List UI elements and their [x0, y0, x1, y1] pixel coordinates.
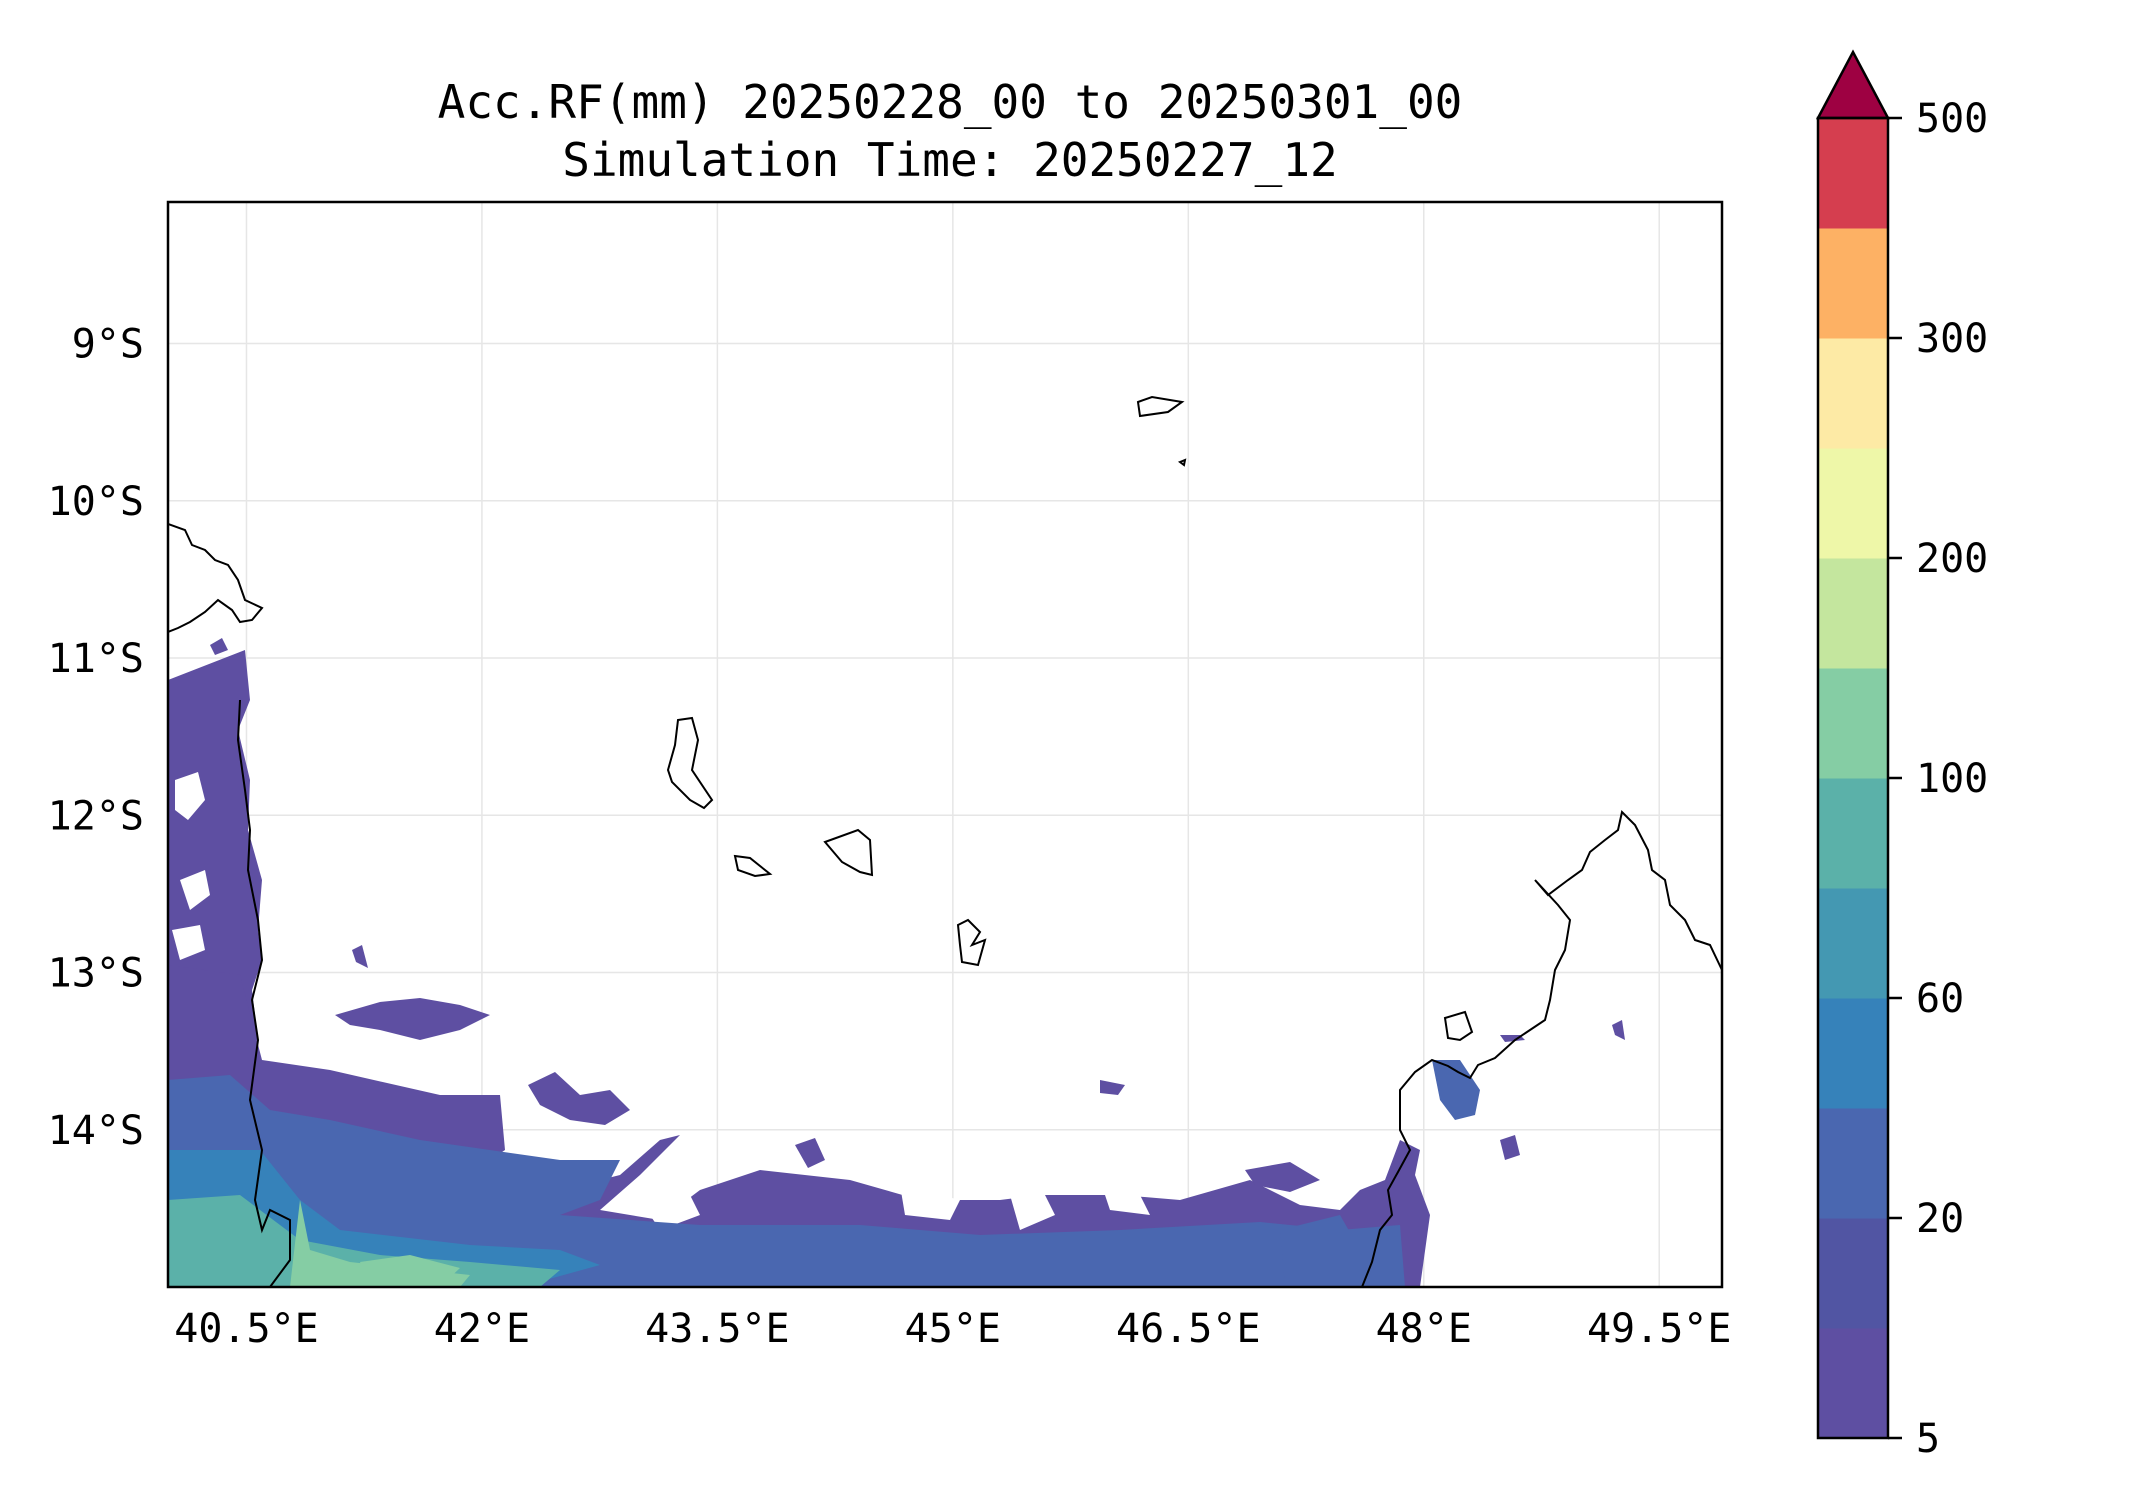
colorbar-tick-label: 100: [1916, 756, 1988, 802]
lon-tick-label: 40.5°E: [174, 1306, 319, 1352]
rain-cell: [795, 1138, 825, 1168]
colorbar-segment: [1818, 228, 1888, 339]
lon-tick-label: 49.5°E: [1587, 1306, 1732, 1352]
coastline-madagascar: [1361, 810, 1722, 1287]
colorbar-segment: [1818, 778, 1888, 889]
rainfall-shading: [168, 638, 1625, 1287]
lon-tick-label: 48°E: [1376, 1306, 1472, 1352]
colorbar-segment: [1818, 888, 1888, 999]
colorbar: 5 20 60 100 200 300 500: [1815, 49, 1988, 1462]
map-frame: [166, 200, 1724, 1289]
colorbar-tick-label: 300: [1916, 316, 1988, 362]
rain-area-south-band-peak: [290, 1200, 470, 1287]
rain-cell: [528, 1072, 630, 1125]
colorbar-labels: 5 20 60 100 200 300 500: [1916, 96, 1988, 1462]
rain-cell: [210, 638, 228, 655]
colorbar-segment: [1818, 1328, 1888, 1439]
lon-tick-label: 45°E: [905, 1306, 1001, 1352]
rain-area-west-coast-gap: [172, 772, 210, 960]
coastlines: [168, 395, 1722, 1287]
rain-cell: [1100, 1080, 1125, 1095]
colorbar-segment: [1818, 448, 1888, 559]
colorbar-segment: [1818, 118, 1888, 229]
lat-tick-label: 12°S: [48, 793, 144, 839]
colorbar-ticks: [1888, 116, 1902, 1440]
lat-tick-label: 14°S: [48, 1108, 144, 1154]
colorbar-segments: [1818, 118, 1888, 1439]
island-mayotte: [956, 918, 987, 967]
lon-axis-labels: 40.5°E 42°E 43.5°E 45°E 46.5°E 48°E 49.5…: [174, 1306, 1731, 1352]
rain-area-south-band-mid: [168, 1075, 1405, 1287]
rain-cell: [352, 945, 368, 968]
rain-cell: [1245, 1162, 1320, 1192]
island-small: [1177, 458, 1187, 467]
colorbar-segment: [1818, 668, 1888, 779]
colorbar-tick-label: 20: [1916, 1196, 1964, 1242]
island-anjouan: [823, 828, 874, 877]
lat-tick-label: 9°S: [72, 322, 144, 368]
lon-tick-label: 46.5°E: [1116, 1306, 1261, 1352]
map-title-line1: Acc.RF(mm) 20250228_00 to 20250301_00: [437, 75, 1463, 129]
rain-cell: [1500, 1135, 1520, 1160]
colorbar-tick-label: 500: [1916, 96, 1988, 142]
rain-cell: [1432, 1060, 1480, 1120]
map-title-line2: Simulation Time: 20250227_12: [562, 133, 1338, 187]
island-grande-comore: [666, 716, 714, 810]
rain-cell: [335, 998, 490, 1040]
rain-cell: [1612, 1020, 1625, 1040]
island-moheli: [733, 854, 773, 878]
lat-tick-label: 10°S: [48, 479, 144, 525]
colorbar-segment: [1818, 1218, 1888, 1329]
colorbar-segment: [1818, 338, 1888, 449]
island-aldabra: [1136, 395, 1185, 418]
lon-tick-label: 43.5°E: [645, 1306, 790, 1352]
colorbar-segment: [1818, 558, 1888, 669]
colorbar-segment: [1818, 998, 1888, 1109]
lon-tick-label: 42°E: [434, 1306, 530, 1352]
lat-tick-label: 13°S: [48, 951, 144, 997]
colorbar-tick-label: 60: [1916, 976, 1964, 1022]
coastline-africa: [168, 523, 264, 633]
colorbar-tick-label: 200: [1916, 536, 1988, 582]
colorbar-tick-label: 5: [1916, 1416, 1940, 1462]
island-nosy-be: [1443, 1010, 1474, 1042]
coastline-africa-east: [236, 699, 291, 1287]
colorbar-segment: [1818, 1108, 1888, 1219]
colorbar-extend-triangle: [1815, 49, 1891, 120]
lat-tick-label: 11°S: [48, 636, 144, 682]
lat-axis-labels: 9°S 10°S 11°S 12°S 13°S 14°S: [48, 322, 144, 1154]
